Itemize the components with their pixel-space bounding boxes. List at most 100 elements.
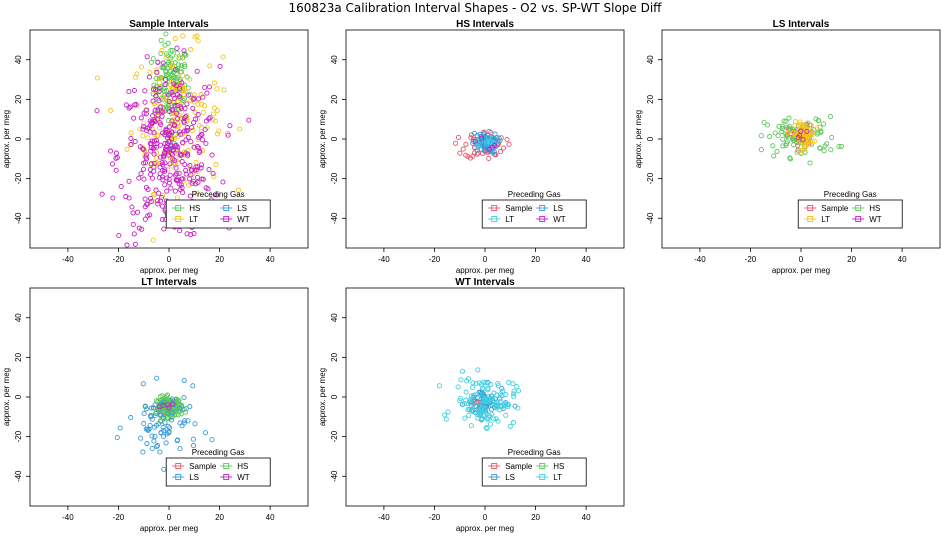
data-point	[200, 176, 206, 182]
chart-panel-1: Sample Intervals -40 -20 0 20 40 approx. per m…	[2, 19, 309, 275]
panel-title: WT Intervals	[455, 277, 515, 288]
data-point	[117, 425, 123, 431]
legend-label: LS	[237, 204, 247, 213]
y-tick-label: -40	[646, 212, 655, 224]
data-point	[191, 144, 197, 150]
data-point	[209, 437, 215, 443]
x-tick-label: 40	[582, 255, 591, 264]
data-point	[820, 121, 827, 127]
data-point	[172, 160, 179, 166]
data-point	[161, 226, 167, 232]
data-point	[758, 133, 764, 139]
data-point	[159, 203, 166, 209]
data-point	[154, 443, 160, 450]
data-point	[482, 408, 488, 414]
data-point	[135, 209, 141, 215]
data-point	[468, 135, 474, 141]
data-point	[163, 98, 169, 105]
data-point	[162, 420, 168, 426]
scatter-points	[114, 375, 215, 474]
data-point	[160, 109, 166, 115]
x-tick-label: -40	[378, 255, 390, 264]
data-point	[162, 42, 168, 48]
data-point	[783, 119, 789, 125]
data-point	[191, 120, 197, 126]
data-point	[761, 119, 767, 126]
panel-title: Sample Intervals	[129, 19, 209, 30]
data-point	[483, 424, 489, 431]
data-point	[817, 124, 823, 130]
data-point	[167, 69, 174, 75]
data-point	[159, 217, 165, 223]
y-tick-label: 0	[646, 136, 655, 141]
data-point	[187, 193, 193, 199]
data-point	[183, 167, 189, 173]
data-point	[172, 102, 178, 109]
legend-title: Preceding Gas	[508, 190, 561, 199]
data-point	[493, 416, 499, 422]
data-point	[195, 38, 201, 44]
data-point	[164, 188, 170, 194]
data-point	[159, 393, 165, 399]
data-point	[779, 126, 785, 132]
legend-marker	[491, 205, 498, 211]
legend-item: LT	[172, 215, 198, 224]
data-point	[175, 412, 181, 418]
data-point	[166, 405, 172, 411]
data-point	[94, 75, 100, 81]
data-point	[468, 132, 475, 138]
data-point	[162, 146, 168, 152]
data-point	[156, 407, 162, 413]
data-point	[171, 123, 178, 129]
data-point	[158, 154, 164, 160]
data-point	[203, 140, 209, 147]
series-lt	[436, 367, 522, 432]
data-point	[183, 113, 189, 120]
data-point	[497, 149, 504, 155]
data-point	[221, 87, 227, 93]
data-point	[175, 62, 181, 68]
data-point	[802, 122, 808, 129]
data-point	[154, 140, 160, 147]
legend-item: LT	[536, 473, 562, 482]
data-point	[173, 171, 179, 177]
data-point	[194, 68, 200, 74]
chart-panel-3: LS Intervals -40 -20 0 20 40 approx. per meg -4…	[634, 19, 941, 275]
data-point	[471, 150, 477, 156]
scatter-points	[758, 114, 844, 166]
data-point	[137, 144, 143, 150]
legend: Preceding Gas Sample HS LS LT	[481, 448, 587, 487]
data-point	[147, 212, 153, 218]
data-point	[161, 466, 167, 472]
data-point	[171, 73, 177, 80]
data-point	[196, 145, 202, 151]
data-point	[155, 198, 161, 204]
data-point	[493, 400, 500, 406]
x-axis-label: approx. per meg	[140, 524, 198, 533]
legend-label: LS	[189, 473, 199, 482]
data-point	[774, 148, 780, 154]
data-point	[142, 196, 148, 202]
data-point	[159, 194, 165, 201]
data-point	[455, 134, 462, 140]
data-point	[160, 177, 166, 183]
data-point	[463, 152, 469, 158]
data-point	[463, 389, 469, 395]
y-tick-label: 40	[646, 55, 655, 64]
data-point	[169, 396, 176, 402]
chart-panel-5: WT Intervals -40 -20 0 20 40 approx. per meg -4…	[318, 277, 625, 533]
data-point	[167, 172, 173, 178]
legend-item: WT	[536, 215, 566, 224]
data-point	[481, 395, 487, 402]
data-point	[109, 161, 116, 167]
data-point	[114, 434, 120, 441]
series-wt	[795, 128, 810, 143]
data-point	[126, 89, 132, 95]
data-point	[172, 36, 178, 42]
y-axis-label: approx. per meg	[2, 368, 11, 426]
data-point	[177, 228, 183, 234]
legend-label: WT	[237, 473, 250, 482]
data-point	[187, 162, 193, 169]
data-point	[169, 107, 175, 113]
data-point	[211, 80, 218, 86]
